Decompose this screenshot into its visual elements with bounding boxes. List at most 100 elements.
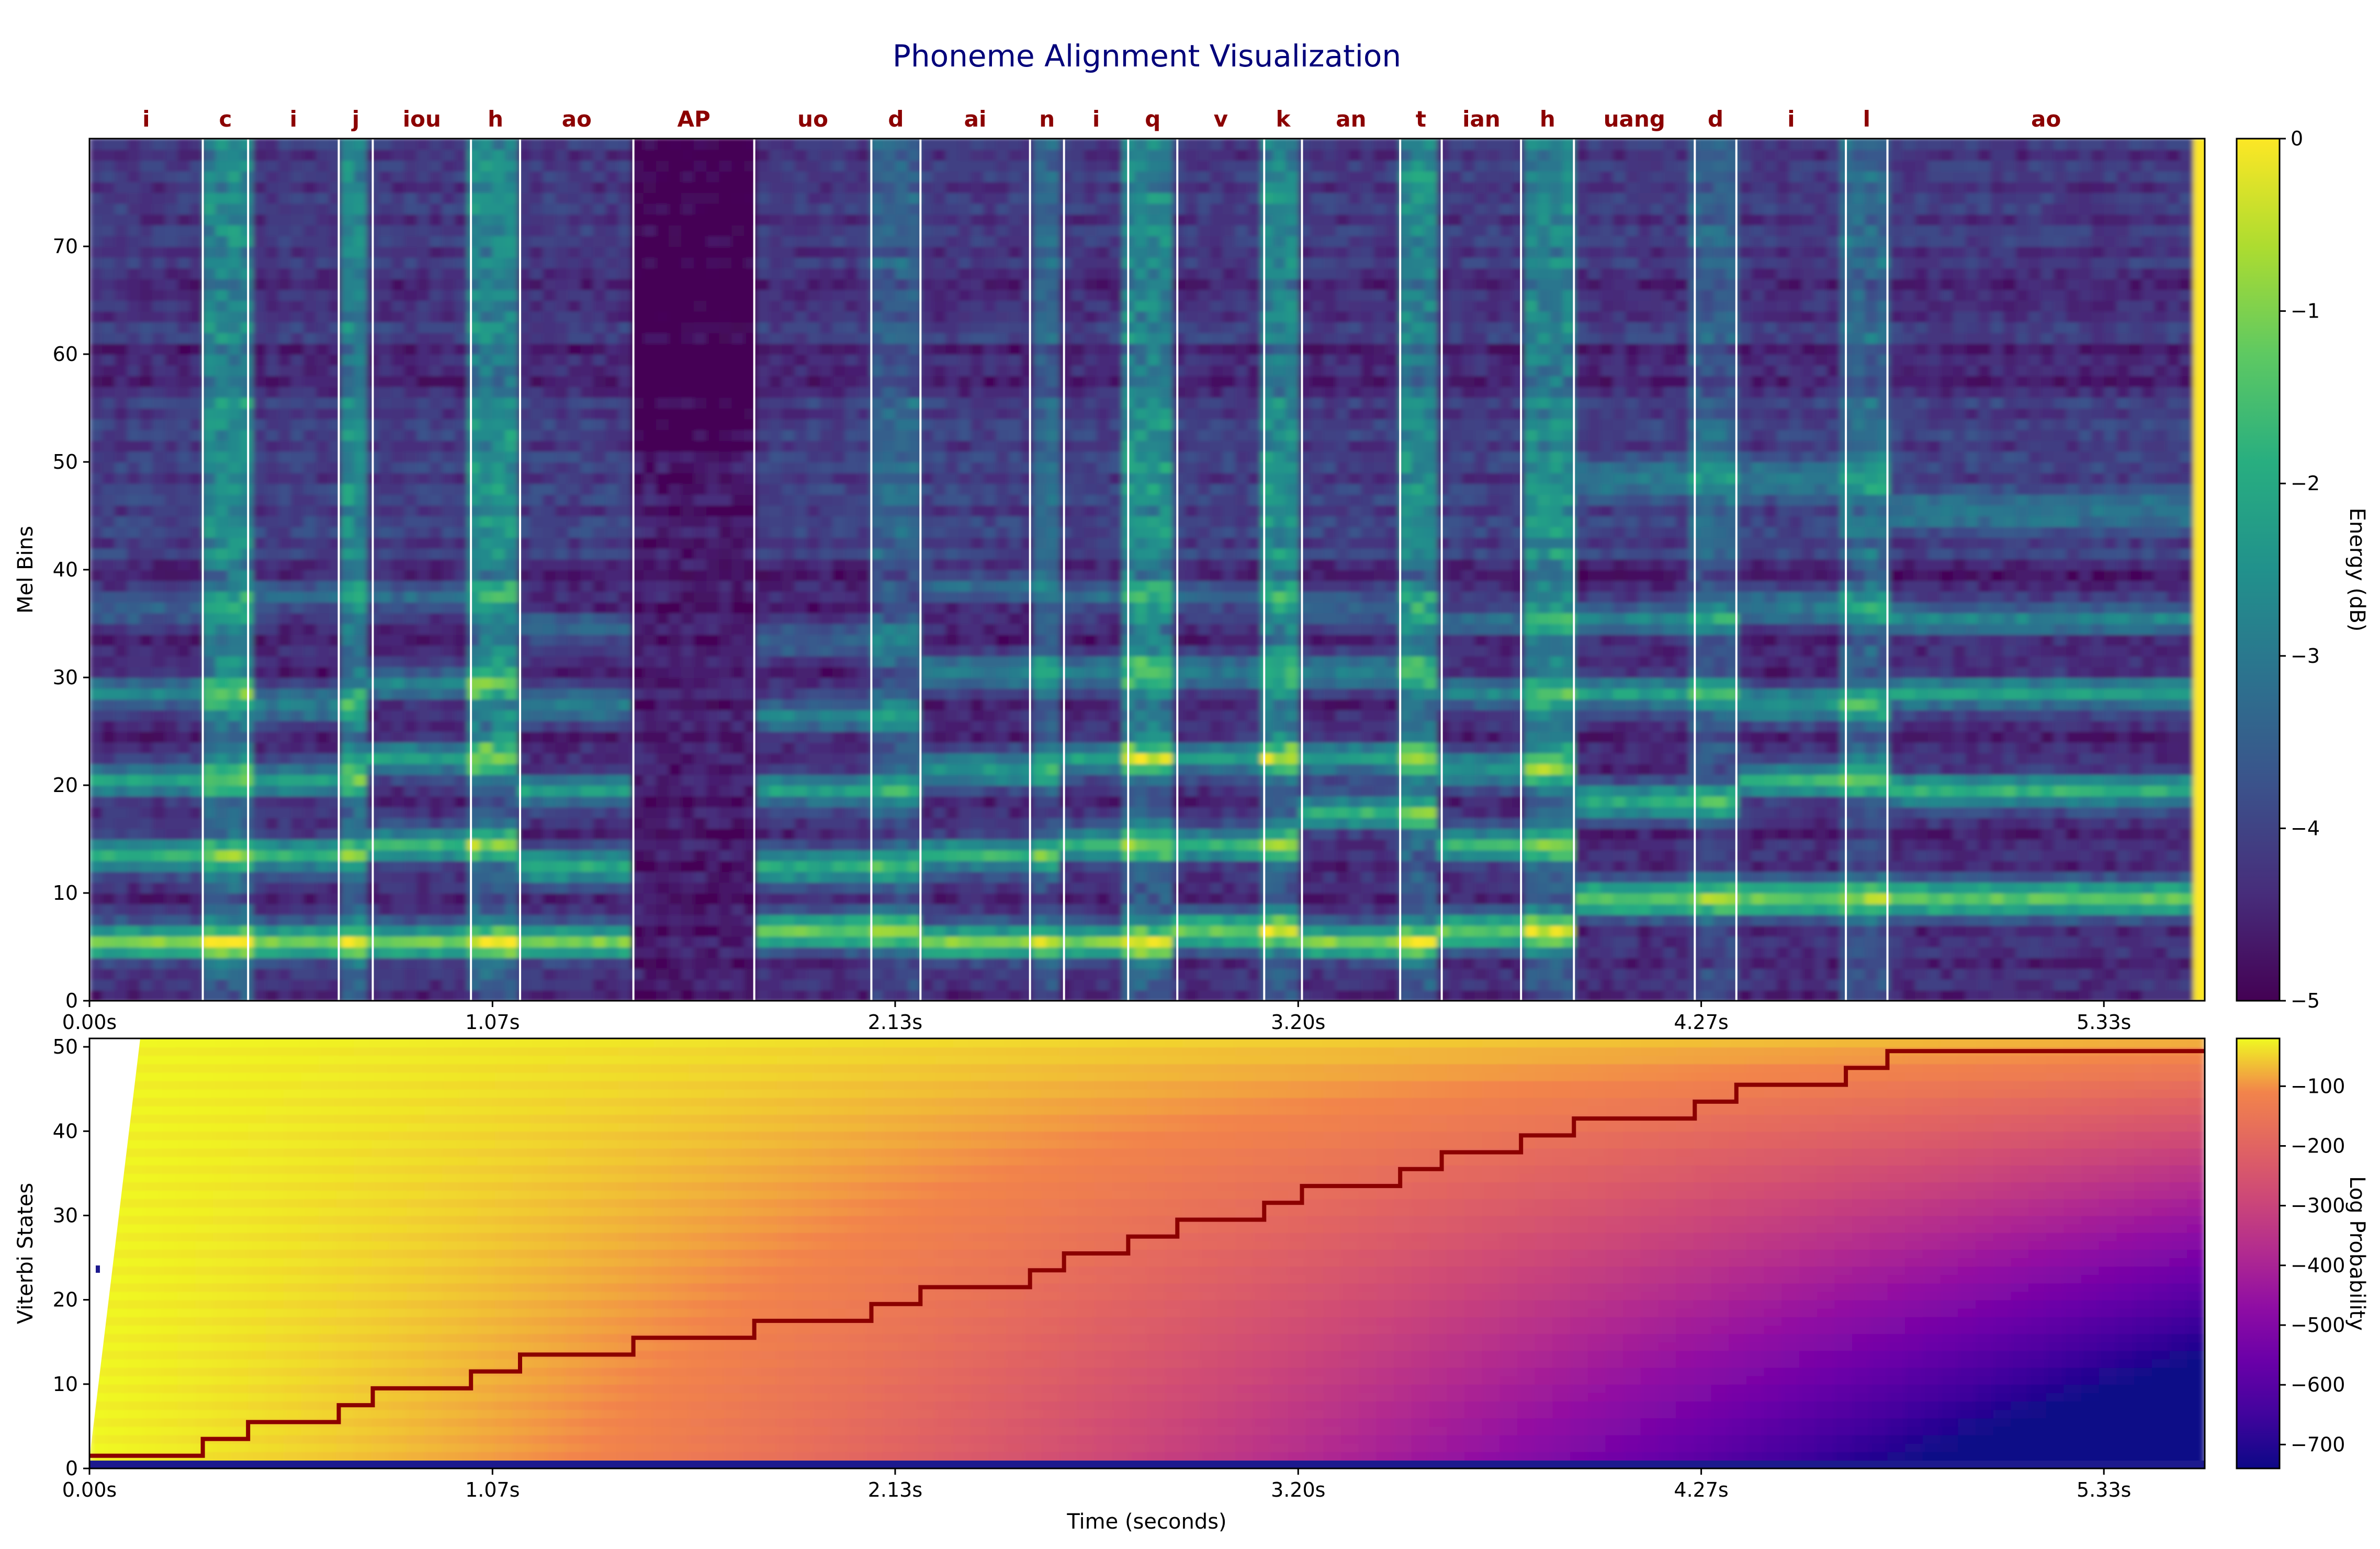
mel-cell bbox=[819, 570, 833, 581]
mel-cell bbox=[757, 655, 770, 668]
mel-cell bbox=[228, 311, 241, 323]
mel-cell bbox=[316, 483, 330, 495]
mel-cell bbox=[115, 709, 128, 721]
mel-cell bbox=[404, 731, 418, 743]
mel-cell bbox=[757, 677, 770, 689]
mel-cell bbox=[190, 850, 204, 862]
mel-cell bbox=[341, 666, 355, 678]
mel-cell bbox=[454, 968, 468, 980]
mel-cell bbox=[177, 472, 191, 484]
mel-cell bbox=[416, 246, 430, 258]
mel-cell bbox=[429, 957, 443, 969]
mel-cell bbox=[819, 494, 833, 506]
mel-cell bbox=[454, 505, 468, 516]
mel-cell bbox=[215, 365, 229, 377]
mel-cell bbox=[492, 602, 506, 614]
mel-cell bbox=[127, 580, 141, 592]
mel-cell bbox=[618, 483, 631, 495]
mel-cell bbox=[656, 462, 669, 473]
mel-cell bbox=[807, 796, 820, 808]
mel-cell bbox=[656, 505, 669, 516]
mel-cell bbox=[593, 957, 606, 969]
mel-cell bbox=[618, 311, 631, 323]
mel-cell bbox=[858, 839, 871, 851]
mel-cell bbox=[102, 289, 116, 301]
mel-cell bbox=[580, 548, 594, 560]
mel-cell bbox=[127, 235, 141, 247]
mel-cell bbox=[127, 408, 141, 420]
mel-cell bbox=[442, 903, 455, 915]
mel-cell bbox=[580, 526, 594, 538]
mel-cell bbox=[165, 580, 178, 592]
mel-cell bbox=[278, 559, 292, 570]
mel-cell bbox=[454, 516, 468, 527]
mel-cell bbox=[379, 720, 392, 732]
mel-cell bbox=[303, 246, 317, 258]
mel-cell bbox=[605, 850, 619, 862]
mel-cell bbox=[140, 516, 153, 527]
mel-cell bbox=[467, 257, 481, 269]
mel-cell bbox=[341, 462, 355, 473]
mel-cell bbox=[605, 246, 619, 258]
mel-cell bbox=[253, 720, 266, 732]
mel-cell bbox=[694, 688, 707, 700]
mel-cell bbox=[202, 139, 216, 150]
mel-cell bbox=[555, 429, 569, 441]
mel-cell bbox=[177, 699, 191, 710]
mel-cell bbox=[467, 666, 481, 678]
mel-cell bbox=[568, 462, 581, 473]
mel-cell bbox=[140, 871, 153, 883]
mel-cell bbox=[832, 634, 845, 646]
mel-cell bbox=[505, 742, 518, 754]
mel-cell bbox=[832, 936, 845, 947]
mel-cell bbox=[819, 548, 833, 560]
mel-cell bbox=[769, 332, 783, 344]
mel-cell bbox=[480, 311, 493, 323]
mel-cell bbox=[543, 149, 556, 161]
mel-cell bbox=[719, 903, 732, 915]
mel-cell bbox=[127, 947, 141, 958]
mel-cell bbox=[782, 817, 795, 829]
mel-cell bbox=[291, 936, 304, 947]
mel-cell bbox=[669, 472, 682, 484]
mel-cell bbox=[379, 440, 392, 452]
mel-cell bbox=[228, 763, 241, 775]
mel-cell bbox=[744, 214, 758, 225]
mel-cell bbox=[568, 957, 581, 969]
mel-cell bbox=[643, 397, 657, 409]
mel-cell bbox=[844, 278, 858, 290]
mel-cell bbox=[152, 429, 166, 441]
mel-cell bbox=[215, 957, 229, 969]
mel-cell bbox=[291, 624, 304, 635]
mel-cell bbox=[794, 936, 808, 947]
mel-cell bbox=[140, 624, 153, 635]
mel-cell bbox=[731, 429, 745, 441]
mel-cell bbox=[291, 203, 304, 215]
mel-cell bbox=[215, 979, 229, 991]
mel-cell bbox=[404, 720, 418, 732]
mel-cell bbox=[404, 914, 418, 926]
mel-cell bbox=[706, 268, 720, 279]
mel-cell bbox=[530, 451, 544, 462]
mel-cell bbox=[731, 289, 745, 301]
mel-cell bbox=[291, 990, 304, 1001]
mel-cell bbox=[593, 526, 606, 538]
mel-cell bbox=[643, 613, 657, 624]
mel-cell bbox=[782, 537, 795, 549]
mel-cell bbox=[731, 850, 745, 862]
mel-cell bbox=[757, 268, 770, 279]
mel-cell bbox=[731, 763, 745, 775]
mel-cell bbox=[228, 182, 241, 193]
mel-cell bbox=[530, 376, 544, 387]
mel-cell bbox=[744, 268, 758, 279]
mel-cell bbox=[89, 214, 103, 225]
mel-cell bbox=[316, 505, 330, 516]
mel-cell bbox=[492, 882, 506, 894]
mel-cell bbox=[555, 968, 569, 980]
mel-cell bbox=[530, 548, 544, 560]
mel-cell bbox=[618, 882, 631, 894]
mel-cell bbox=[782, 839, 795, 851]
mel-cell bbox=[467, 968, 481, 980]
mel-cell bbox=[543, 193, 556, 204]
mel-cell bbox=[694, 462, 707, 473]
